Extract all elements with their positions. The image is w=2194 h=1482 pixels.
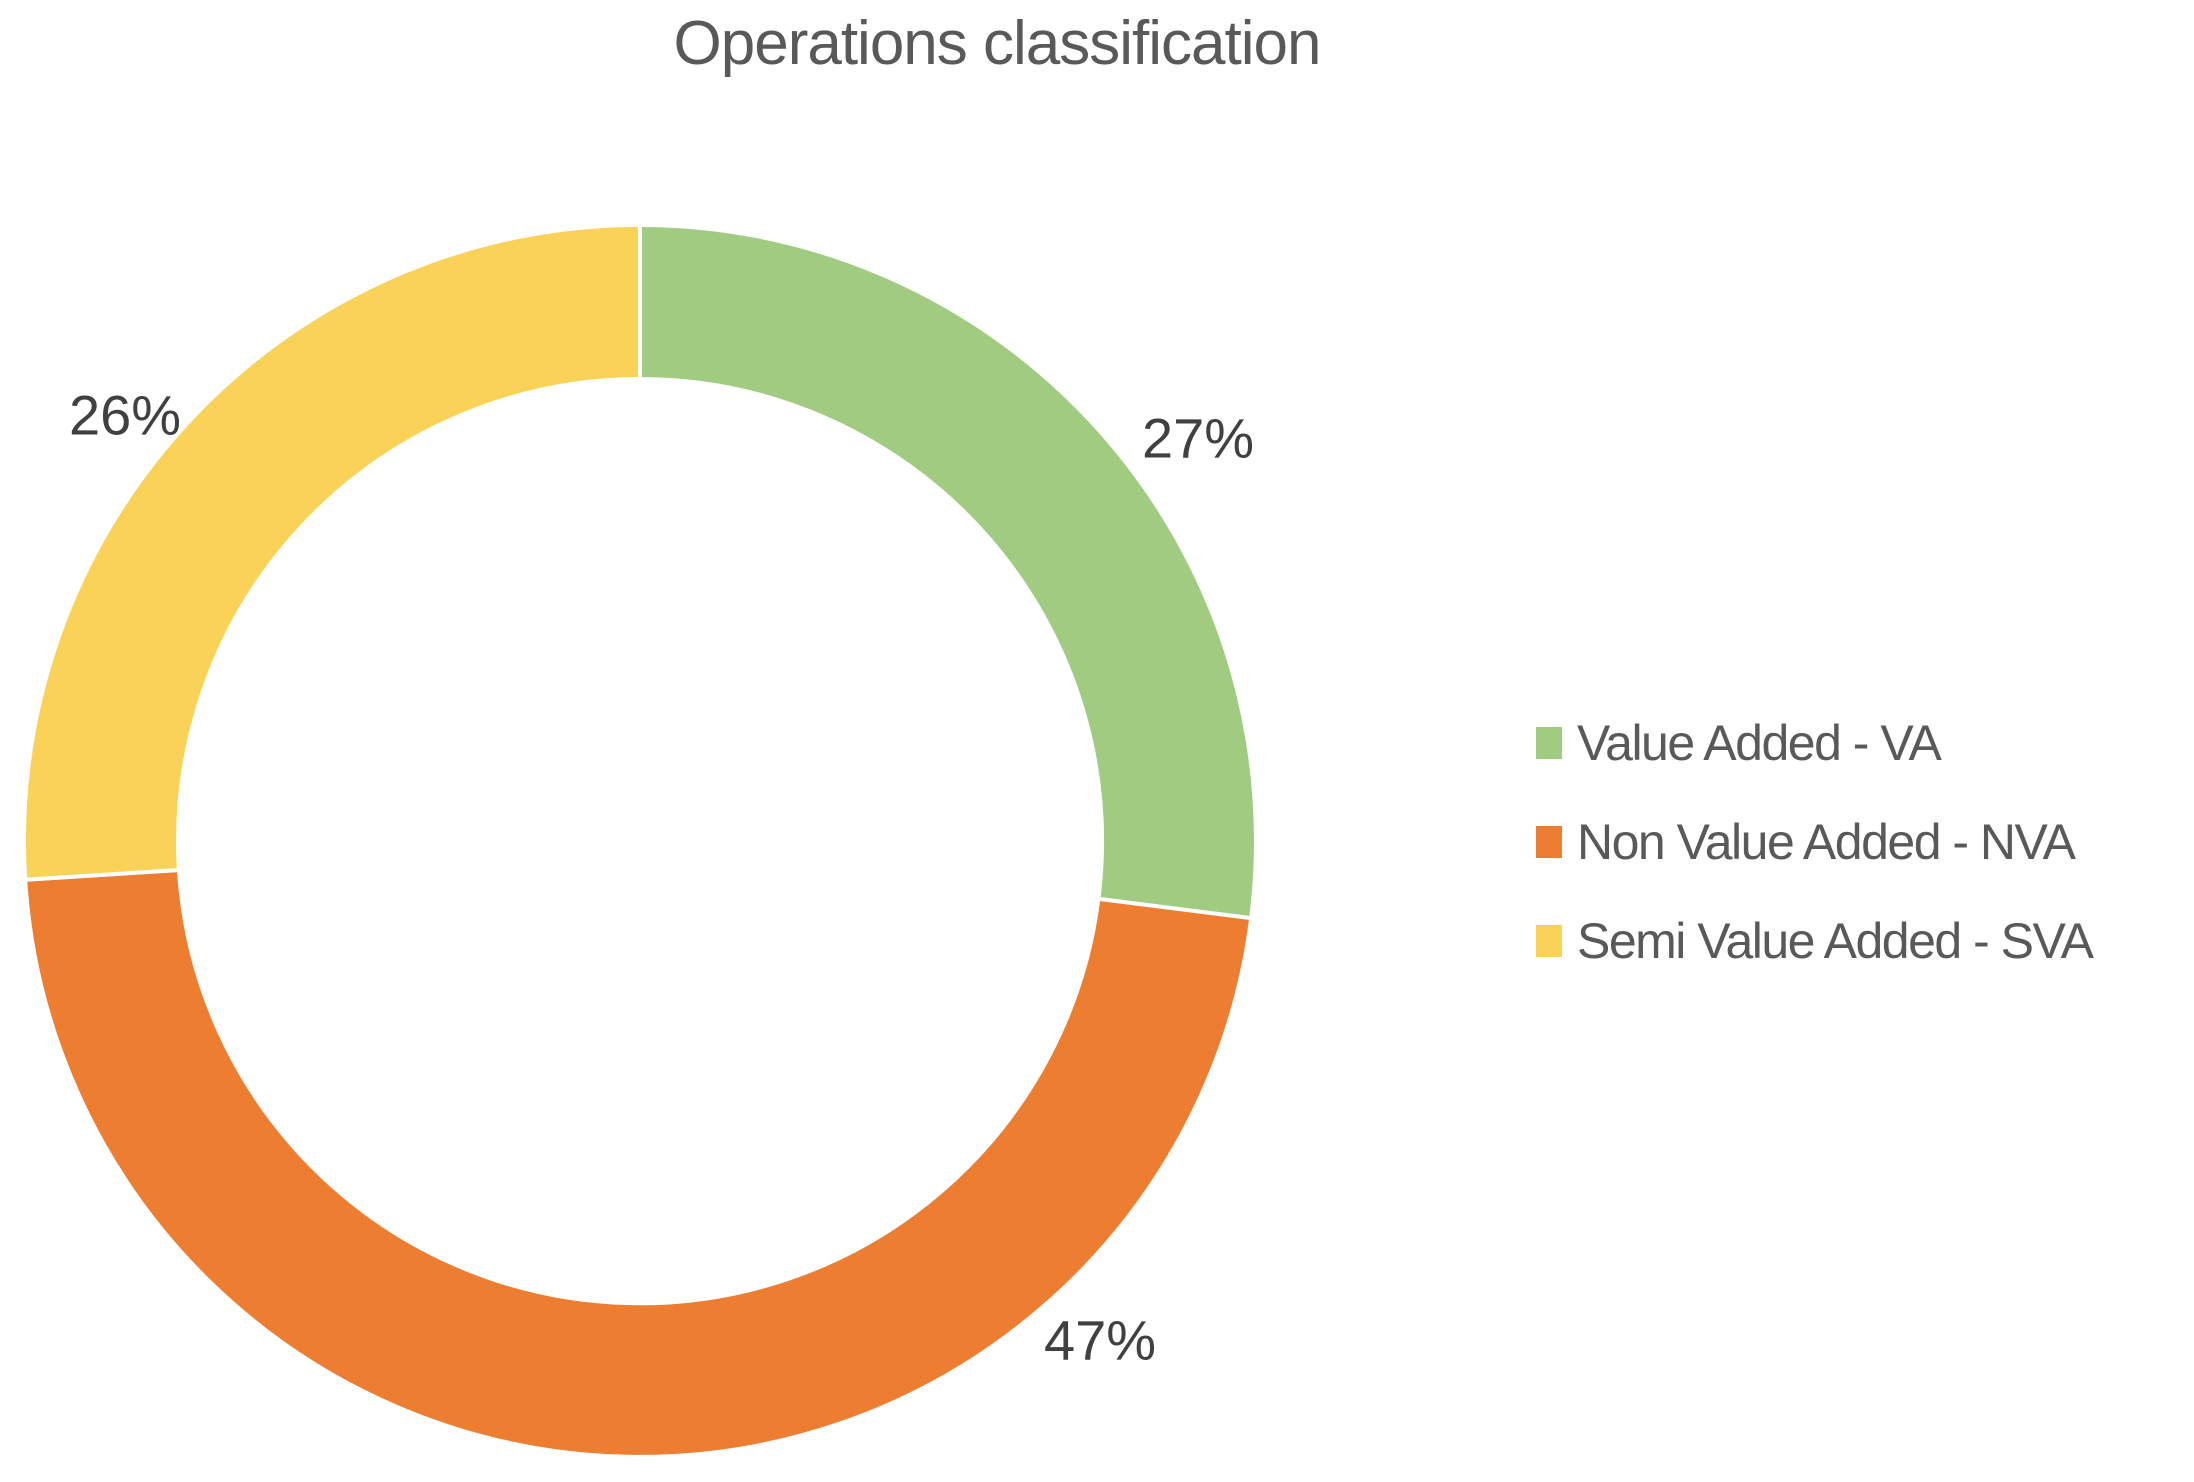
legend-swatch-nva — [1536, 826, 1562, 858]
chart-title: Operations classification — [673, 9, 1322, 78]
data-label: 27% — [1142, 407, 1254, 470]
donut-slice-nva — [23, 867, 1254, 1459]
legend-label-nva: Non Value Added - NVA — [1577, 814, 2076, 870]
data-label: 26% — [69, 384, 181, 447]
legend-item-sva: Semi Value Added - SVA — [1536, 909, 2094, 973]
donut-slice-sva — [21, 222, 642, 882]
legend-swatch-sva — [1536, 925, 1562, 957]
legend-item-va: Value Added - VA — [1536, 711, 2092, 775]
legend: Value Added - VA Non Value Added - NVA S… — [1536, 711, 2094, 1008]
legend-label-va: Value Added - VA — [1577, 715, 1942, 771]
data-label: 47% — [1044, 1309, 1156, 1372]
legend-label-sva: Semi Value Added - SVA — [1577, 913, 2094, 969]
legend-item-nva: Non Value Added - NVA — [1536, 810, 2092, 874]
legend-swatch-va — [1536, 727, 1562, 759]
donut-slice-va — [638, 222, 1258, 921]
